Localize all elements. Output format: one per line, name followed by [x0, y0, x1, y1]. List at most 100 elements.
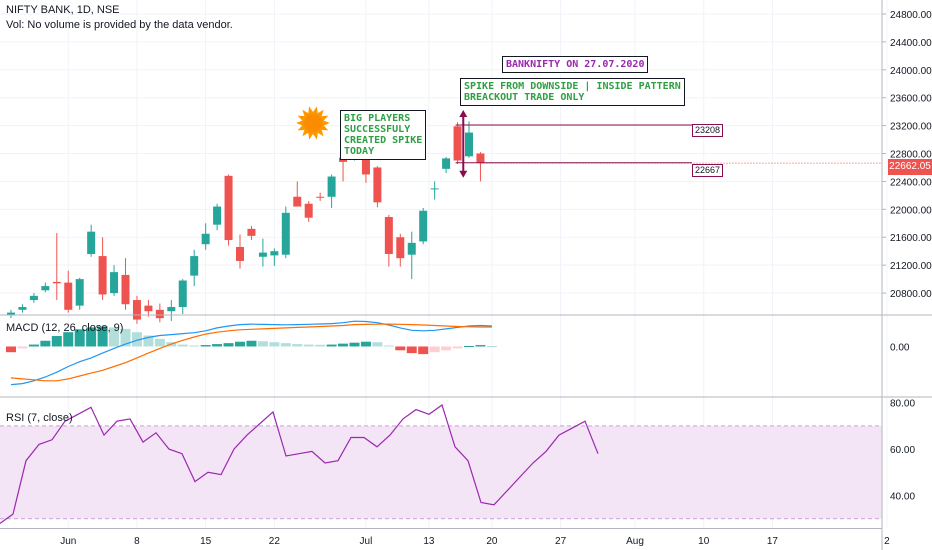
candle: [442, 157, 451, 174]
candle-body: [293, 196, 302, 207]
candle: [98, 237, 107, 301]
macd-y-tick-label: 0.00: [890, 342, 910, 353]
level-low-label: 22667: [692, 164, 724, 177]
rsi-y-tick-label: 40.00: [890, 492, 915, 503]
rsi-band: [0, 425, 882, 519]
level-high-label: 23208: [692, 124, 724, 137]
candle-body: [430, 188, 439, 190]
x-tick-label: 15: [200, 536, 212, 547]
x-tick-label: 27: [555, 536, 567, 547]
candle-body: [224, 175, 233, 241]
candle: [270, 248, 279, 266]
candle: [224, 174, 233, 246]
sun-core: [304, 114, 322, 132]
candle-body: [419, 210, 428, 242]
candle: [18, 304, 27, 313]
candle: [29, 293, 38, 303]
x-tick-label: Jul: [360, 536, 373, 547]
candle: [110, 265, 119, 296]
last-price-label: 22662.05: [888, 159, 932, 175]
macd-histogram-bar: [63, 332, 74, 347]
candle: [236, 234, 244, 269]
arrow-down-icon: [459, 170, 468, 178]
y-tick-label: 22000.00: [890, 205, 932, 216]
candle-body: [7, 312, 15, 316]
candle-body: [270, 251, 279, 256]
macd-pane[interactable]: [6, 320, 497, 386]
candle-body: [453, 126, 462, 161]
x-tick-label: Aug: [626, 536, 644, 547]
macd-histogram-bar: [280, 343, 291, 347]
macd-histogram-bar: [97, 326, 108, 347]
candle: [316, 192, 325, 201]
candle: [52, 233, 61, 301]
candle-body: [41, 286, 50, 291]
candle-body: [64, 282, 73, 310]
candle: [64, 270, 73, 313]
y-tick-label: 22400.00: [890, 177, 932, 188]
macd-histogram-bar: [360, 341, 371, 347]
rsi-y-tick-label: 60.00: [890, 445, 915, 456]
candle-body: [167, 307, 176, 312]
macd-histogram-bar: [17, 346, 28, 349]
macd-histogram-bar: [338, 343, 349, 347]
macd-histogram-bar: [177, 344, 188, 347]
candle: [247, 226, 256, 241]
candle: [167, 300, 176, 321]
candle-body: [327, 176, 336, 197]
candle-body: [465, 132, 473, 157]
macd-histogram-bar: [212, 344, 223, 347]
macd-histogram-bar: [269, 342, 280, 347]
macd-histogram-bar: [235, 341, 245, 347]
x-tick-label: 17: [767, 536, 779, 547]
candle-body: [281, 212, 290, 255]
annotation-big-players: BIG PLAYERS SUCCESSFULY CREATED SPIKE TO…: [340, 110, 427, 160]
macd-histogram-bar: [326, 344, 337, 347]
candle-body: [201, 233, 210, 245]
candle-body: [75, 279, 84, 306]
y-tick-label: 24400.00: [890, 38, 932, 49]
macd-histogram-bar: [109, 327, 120, 347]
candle: [373, 166, 382, 208]
macd-histogram-bar: [246, 340, 257, 347]
candle-body: [144, 305, 153, 312]
candle-body: [178, 280, 187, 308]
rsi-line: [0, 404, 599, 524]
price-pane[interactable]: [7, 121, 485, 324]
macd-histogram-bar: [143, 335, 154, 347]
candle: [419, 207, 428, 245]
candle-body: [155, 309, 164, 319]
macd-histogram-bar: [429, 346, 440, 353]
x-tick-label: 22: [269, 536, 281, 547]
candle-body: [258, 252, 267, 257]
macd-histogram-bar: [86, 327, 97, 347]
candle-body: [98, 256, 107, 295]
macd-histogram-bar: [257, 341, 268, 347]
y-tick-label: 21600.00: [890, 233, 932, 244]
candle: [476, 152, 485, 182]
macd-histogram-bar: [28, 344, 39, 347]
rsi-pane[interactable]: [0, 404, 882, 524]
candle: [132, 295, 141, 324]
y-tick-label: 21200.00: [890, 261, 932, 272]
signal-line: [10, 323, 492, 382]
candle: [384, 214, 393, 267]
macd-histogram-bar: [40, 340, 51, 347]
candle-body: [247, 228, 256, 236]
y-tick-label: 22800.00: [890, 150, 932, 161]
macd-histogram-bar: [452, 346, 463, 349]
arrow-up-icon: [459, 110, 468, 118]
candle-body: [213, 206, 222, 225]
x-tick-label: 20: [486, 536, 498, 547]
annotation-banknifty-date: BANKNIFTY ON 27.07.2020: [502, 56, 649, 73]
macd-histogram-bar: [406, 346, 417, 354]
macd-histogram-bar: [292, 344, 303, 347]
macd-histogram-bar: [131, 332, 142, 347]
candle-body: [316, 196, 325, 198]
macd-histogram-bar: [395, 346, 406, 351]
candle-body: [476, 153, 485, 164]
y-tick-label: 24000.00: [890, 66, 932, 77]
candle-body: [442, 158, 451, 169]
